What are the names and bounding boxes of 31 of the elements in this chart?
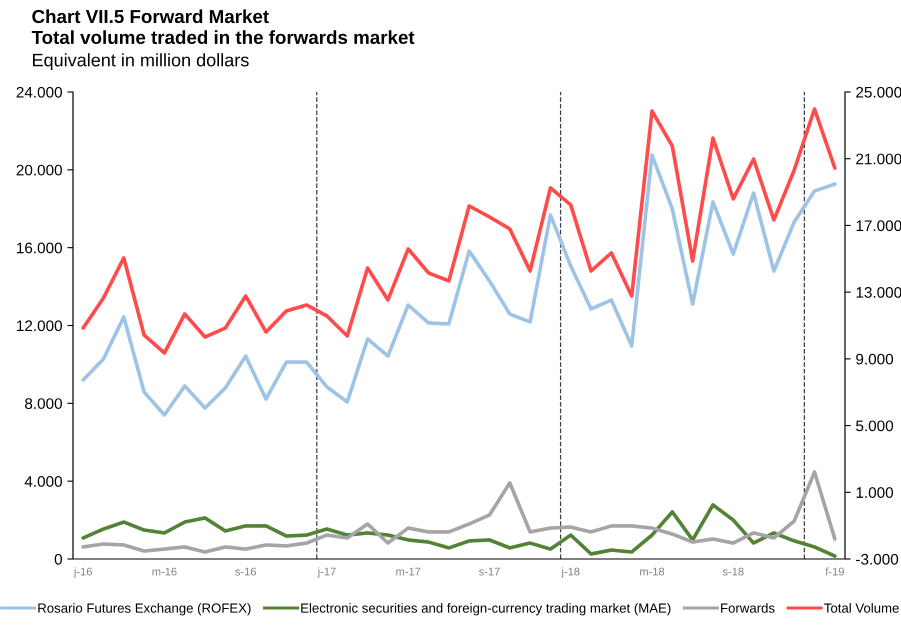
- y-tick-label: 8.000: [25, 398, 62, 410]
- line-series: [81, 503, 837, 558]
- x-tick-label: m-16: [152, 568, 177, 576]
- y2-tick-label: 9.000: [856, 354, 894, 365]
- line-series: [81, 107, 837, 355]
- line-series: [81, 470, 837, 554]
- x-tick-label: f-19: [825, 567, 844, 576]
- x-tick-label: m-18: [640, 568, 664, 576]
- y-tick-label: 4.000: [24, 476, 62, 487]
- x-tick-label: j-16: [74, 567, 92, 578]
- line-series: [81, 153, 837, 417]
- y2-tick-label: -3.000: [856, 554, 898, 565]
- y-tick-label: 16.000: [17, 242, 62, 254]
- x-tick-label: m-17: [396, 568, 420, 576]
- legend-label: Total Volume: [824, 603, 899, 613]
- y2-tick-label: 5.000: [856, 420, 894, 432]
- legend-label: Rosario Futures Exchange (ROFEX): [38, 603, 251, 616]
- y-tick-label: 20.000: [16, 164, 62, 176]
- y2-tick-label: 1.000: [856, 487, 894, 498]
- chart-title: Chart VII.5 Forward Market Total volume traded in the forwards market: [32, 9, 414, 44]
- x-tick-label: s-18: [722, 568, 744, 576]
- y-tick-label: 12.000: [17, 320, 62, 332]
- x-tick-label: s-17: [478, 568, 500, 576]
- x-tick-label: j-17: [317, 567, 336, 578]
- chart-subtitle: Equivalent in million dollars: [33, 53, 249, 70]
- x-tick-label: s-16: [235, 568, 256, 576]
- x-tick-label: j-18: [561, 567, 580, 578]
- legend-label: Electronic securities and foreign-currency trading market (MAE): [301, 603, 670, 616]
- legend-label: Forwards: [721, 603, 775, 613]
- y-tick-label: 0: [54, 554, 62, 565]
- y-tick-label: 24.000: [16, 86, 62, 98]
